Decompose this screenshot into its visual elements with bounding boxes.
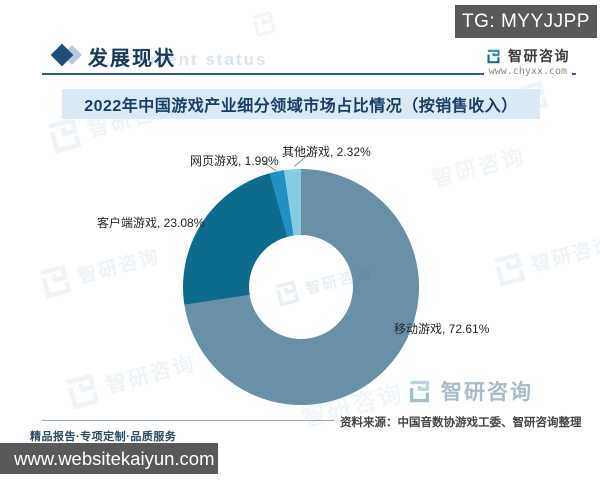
brand-maze-icon (48, 117, 82, 154)
brand-name: 智研咨询 (441, 381, 533, 404)
watermark-brand-text: 智研咨询 (103, 351, 199, 398)
header-divider (42, 73, 576, 75)
brand-maze-icon (40, 264, 72, 299)
watermark-logo: 智研咨询 (33, 236, 163, 303)
watermark-logo: 智研咨询 (59, 343, 199, 415)
brand-maze-icon (252, 10, 277, 38)
tg-banner: TG: MYYJJPP (455, 5, 597, 38)
donut-hole (249, 235, 353, 339)
header-ghost-text: ment status (150, 50, 268, 69)
section-title: 发展现状 (88, 48, 176, 70)
watermark-brand-text: 智研咨询 (428, 142, 529, 192)
brand-maze-icon (275, 280, 300, 307)
data-source: 资料来源：中国音数协游戏工委、智研咨询整理 (340, 417, 582, 429)
brand-logo-bottom: 智研咨询 (406, 376, 533, 406)
brand-maze-icon (409, 380, 430, 402)
brand-maze-icon (487, 49, 500, 63)
section-diamond-icon (50, 43, 86, 68)
footer-slogan: 精品报告·专项定制·品质服务 (30, 431, 177, 443)
watermark-logo: 智研咨询 (270, 257, 375, 310)
footer-divider (42, 420, 334, 421)
brand-website: www.chyxx.com (483, 66, 572, 77)
watermark-text: 智研咨询 (427, 138, 528, 194)
slice-label-other-games: 其他游戏, 2.32% (282, 145, 371, 159)
bottom-url-bar: www.websitekaiyun.com (0, 443, 218, 474)
watermark-logo: 智研咨询 (41, 87, 181, 159)
watermark-logo: 智研咨询 (487, 224, 600, 291)
chart-title: 2022年中国游戏产业细分领域市场占比情况（按销售收入） (62, 89, 540, 119)
slice-label-mobile-games: 移动游戏, 72.61% (394, 322, 490, 336)
brand-maze-icon (494, 252, 526, 287)
brand-name: 智研咨询 (508, 48, 570, 64)
watermark-brand-text: 智研咨询 (529, 233, 600, 276)
slice-label-client-games: 客户端游戏, 23.08% (97, 216, 205, 230)
watermark-brand-text: 智研咨询 (75, 245, 163, 288)
brand-logo-top: 智研咨询 (485, 46, 570, 66)
slice-label-web-games: 网页游戏, 1.99% (190, 154, 279, 168)
watermark-logo (247, 7, 281, 41)
brand-maze-icon (66, 373, 100, 410)
